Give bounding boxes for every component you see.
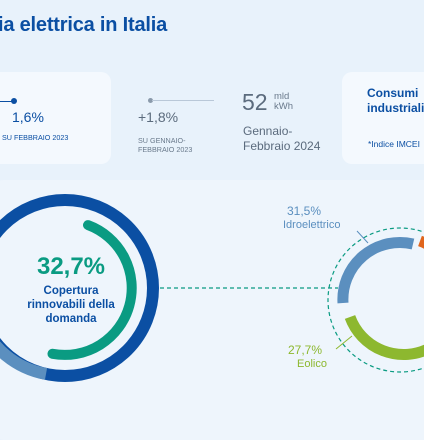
coverage-label: Copertura rinnovabili della domanda [0, 284, 142, 326]
sources-outline [327, 227, 424, 373]
bimonthly-change-value: +1,8% [138, 109, 179, 125]
donut-charts [0, 194, 424, 382]
consumption-period-line2: Febbraio 2024 [243, 139, 321, 153]
trend-line [152, 100, 214, 101]
trend-dot [11, 98, 17, 104]
other-segment [417, 235, 424, 249]
coverage-label-line1: Copertura [43, 285, 99, 297]
wind-value: 27,7% [288, 343, 323, 357]
industrial-note: *Indice IMCEI [368, 139, 420, 149]
stat-card-industrial [342, 72, 424, 164]
wind-label: Eolico [297, 358, 327, 370]
hydro-value: 31,5% [287, 204, 322, 218]
industrial-title-line2: industriali [367, 101, 424, 115]
page-title: ia elettrica in Italia [0, 14, 168, 36]
bimonthly-change-period-line2: FEBBRAIO 2023 [138, 145, 193, 154]
demand-ring-segment [0, 341, 48, 380]
hydro-leader [356, 230, 369, 244]
coverage-label-line2: rinnovabili della [27, 299, 115, 311]
consumption-value: 52 [242, 89, 268, 115]
trend-line [0, 101, 12, 102]
renewables-panel [0, 180, 424, 440]
coverage-label-line3: domanda [45, 313, 97, 325]
hydro-segment [337, 236, 415, 304]
consumption-period-line1: Gennaio- [243, 124, 293, 138]
consumption-unit-line2: kWh [274, 101, 293, 112]
wind-leader [335, 335, 353, 350]
stat-card-monthly [0, 72, 111, 164]
bimonthly-change-period-line1: SU GENNAIO- [138, 136, 186, 145]
coverage-value: 32,7% [36, 253, 106, 280]
monthly-change-period: SU FEBBRAIO 2023 [2, 133, 69, 142]
wind-segment [344, 314, 424, 360]
hydro-label: Idroelettrico [283, 219, 341, 231]
demand-ring [0, 194, 159, 382]
industrial-title-line1: Consumi [367, 86, 419, 100]
consumption-unit-line1: mld [274, 91, 290, 102]
coverage-arc [47, 220, 137, 360]
monthly-change-value: 1,6% [12, 109, 44, 125]
trend-dot [148, 98, 153, 103]
